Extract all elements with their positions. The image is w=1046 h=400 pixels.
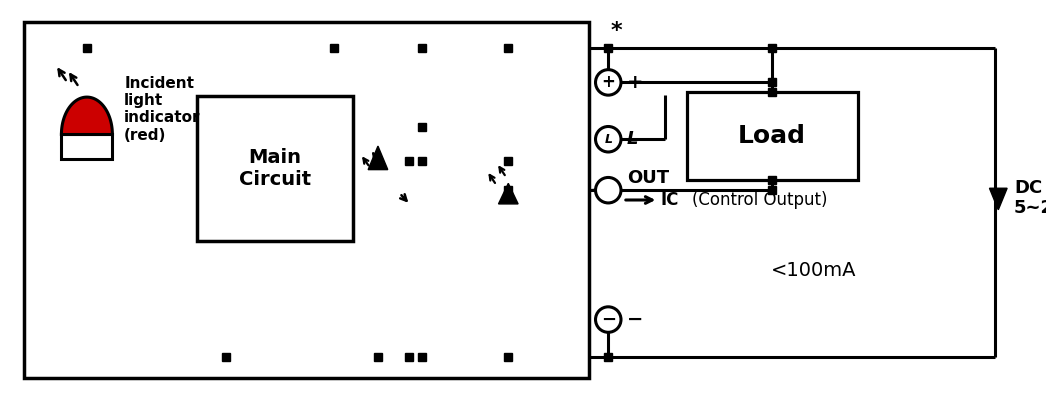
Text: Load: Load bbox=[737, 124, 805, 148]
Circle shape bbox=[595, 70, 621, 95]
Bar bbox=[686, 92, 858, 180]
Bar bbox=[24, 22, 589, 378]
Circle shape bbox=[595, 307, 621, 332]
Text: OUT: OUT bbox=[627, 170, 669, 188]
Polygon shape bbox=[368, 146, 388, 170]
Text: <100mA: <100mA bbox=[771, 261, 857, 280]
Text: +: + bbox=[601, 73, 615, 91]
Text: *: * bbox=[610, 22, 622, 42]
Text: DC
5~24V: DC 5~24V bbox=[1014, 179, 1046, 218]
Text: L: L bbox=[627, 130, 638, 148]
Text: (Control Output): (Control Output) bbox=[691, 191, 827, 209]
Text: Main
Circuit: Main Circuit bbox=[238, 148, 311, 189]
Circle shape bbox=[595, 178, 621, 203]
Polygon shape bbox=[62, 97, 112, 134]
Polygon shape bbox=[499, 183, 518, 204]
Bar bbox=[197, 96, 354, 241]
Text: −: − bbox=[600, 310, 616, 328]
Text: −: − bbox=[627, 310, 643, 329]
Text: IC: IC bbox=[660, 191, 679, 209]
Bar bbox=[62, 134, 112, 159]
Circle shape bbox=[595, 126, 621, 152]
Text: L: L bbox=[605, 133, 612, 146]
Polygon shape bbox=[990, 188, 1007, 210]
Text: +: + bbox=[627, 73, 643, 92]
Text: Incident
light
indicator
(red): Incident light indicator (red) bbox=[124, 76, 201, 143]
